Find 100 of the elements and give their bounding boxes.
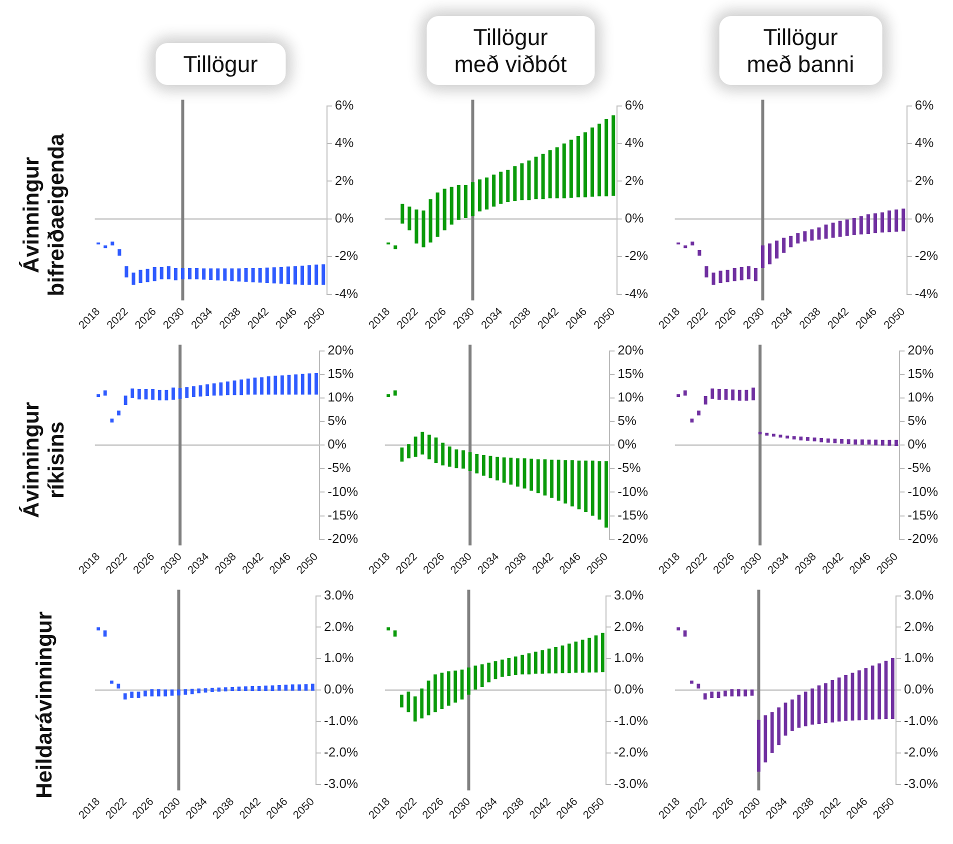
bar xyxy=(516,458,520,487)
y-tick-label: -20% xyxy=(618,530,648,546)
bar xyxy=(782,238,786,253)
bar xyxy=(210,688,214,692)
y-tick-label: -15% xyxy=(328,507,358,522)
bar xyxy=(704,266,708,278)
bar xyxy=(487,662,490,682)
bar xyxy=(744,689,747,696)
bar xyxy=(760,245,764,268)
y-tick-label: 2.0% xyxy=(904,618,934,634)
bar xyxy=(499,172,503,204)
bar xyxy=(588,638,591,672)
y-tick-label: -2% xyxy=(624,248,648,264)
bar xyxy=(124,266,128,278)
bar xyxy=(456,184,460,220)
bar xyxy=(812,438,816,442)
bar xyxy=(448,446,452,467)
y-tick-label: 15% xyxy=(908,366,934,381)
bar xyxy=(598,461,602,520)
bar xyxy=(138,270,142,284)
bar xyxy=(184,689,188,695)
bar xyxy=(237,686,241,692)
bar xyxy=(562,144,566,198)
bar xyxy=(474,666,478,690)
bar xyxy=(601,632,604,672)
bar xyxy=(300,266,304,285)
bar xyxy=(764,715,768,762)
bar xyxy=(272,267,276,284)
y-tick-label: 0.0% xyxy=(614,682,644,697)
bar xyxy=(265,268,269,284)
bar xyxy=(604,461,608,528)
bar xyxy=(300,374,304,395)
bar xyxy=(442,188,446,230)
bar xyxy=(534,156,538,200)
bar xyxy=(530,458,534,491)
bar xyxy=(810,229,814,241)
bar xyxy=(240,380,244,396)
y-tick-label: 10% xyxy=(908,390,934,405)
bar xyxy=(290,684,294,691)
bar xyxy=(279,267,283,284)
bar xyxy=(298,684,301,691)
bar xyxy=(492,174,496,207)
bar xyxy=(420,688,424,718)
bar xyxy=(202,268,206,280)
bar xyxy=(752,388,755,400)
bar xyxy=(475,454,479,474)
bar xyxy=(534,652,538,674)
bar xyxy=(427,434,431,460)
bar xyxy=(697,410,700,416)
bar xyxy=(400,694,404,708)
bar xyxy=(496,456,499,480)
y-tick-label: 2.0% xyxy=(614,618,644,634)
y-tick-label: 0.0% xyxy=(324,682,354,697)
bar xyxy=(172,388,175,400)
bar xyxy=(206,384,209,396)
bar xyxy=(264,686,268,692)
y-tick-label: 3.0% xyxy=(904,587,934,602)
y-tick-label: 20% xyxy=(618,342,644,358)
bar xyxy=(736,689,740,696)
y-axis-title: Heildarávinningur xyxy=(31,611,57,799)
bar xyxy=(768,243,772,264)
bar xyxy=(441,442,445,466)
bar xyxy=(237,268,241,282)
bar xyxy=(467,667,470,695)
bar xyxy=(790,700,794,731)
y-axis-title: Ávinningur ríkisins xyxy=(18,402,70,518)
bar xyxy=(716,692,720,698)
bar xyxy=(796,233,800,244)
bar xyxy=(212,383,216,396)
bar xyxy=(224,687,228,692)
bar xyxy=(894,210,898,232)
bar xyxy=(440,672,444,709)
bar xyxy=(190,688,194,694)
bar xyxy=(485,177,489,210)
bar xyxy=(150,689,154,696)
y-tick-label: 3.0% xyxy=(614,587,644,602)
bar xyxy=(690,418,694,422)
bar xyxy=(724,690,727,696)
y-tick-label: 15% xyxy=(618,366,644,381)
y-tick-label: 0% xyxy=(618,436,637,452)
bar xyxy=(846,439,850,444)
bar xyxy=(454,449,458,468)
y-tick-label: 6% xyxy=(914,97,934,112)
y-tick-label: -4% xyxy=(624,286,648,301)
bar xyxy=(480,664,484,687)
bar xyxy=(217,688,221,692)
bar xyxy=(754,268,758,282)
bar xyxy=(770,712,774,753)
bar xyxy=(124,396,128,406)
bar xyxy=(744,390,748,401)
bar xyxy=(550,460,554,498)
y-tick-label: -2.0% xyxy=(324,744,358,760)
bar xyxy=(772,434,776,437)
y-tick-label: -4% xyxy=(334,286,358,301)
bar xyxy=(428,199,432,243)
bar xyxy=(527,160,531,200)
bar xyxy=(584,460,588,512)
bar xyxy=(806,437,810,441)
bar xyxy=(777,707,780,746)
y-tick-label: -1.0% xyxy=(614,713,648,728)
